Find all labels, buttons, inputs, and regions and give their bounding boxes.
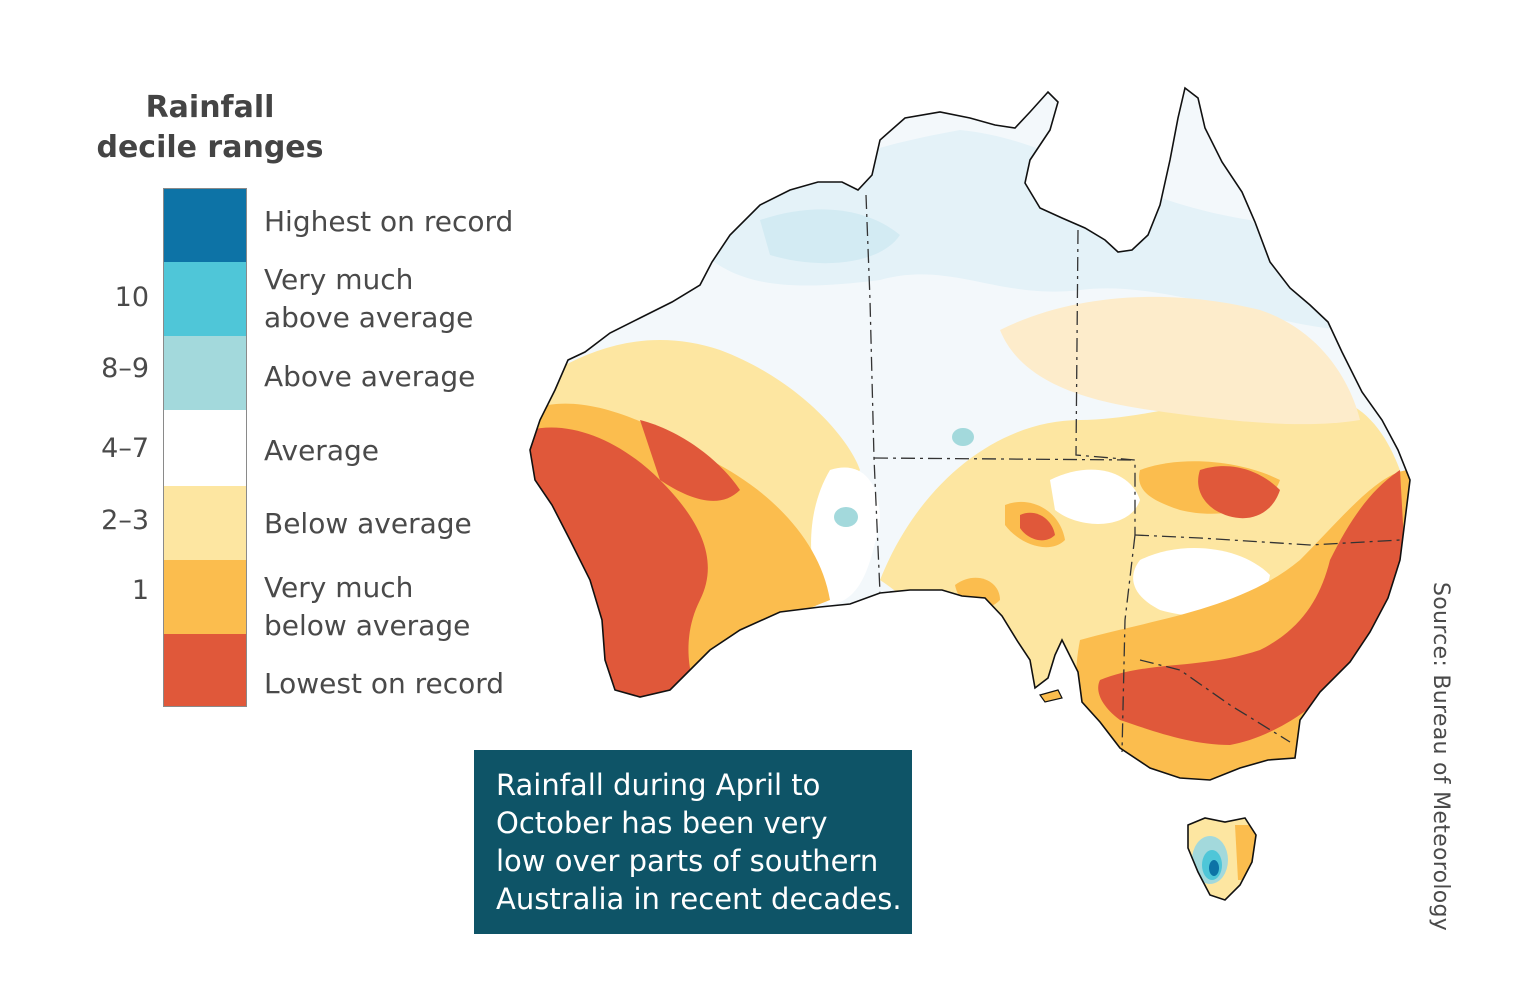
- border-vic-nsw: [1139, 659, 1291, 743]
- label-very-much-below-line-1: Very much: [264, 571, 414, 604]
- label-very-much-above-line-1: Very much: [264, 263, 414, 296]
- label-below: Below average: [264, 505, 472, 543]
- label-above-line-1: Above average: [264, 360, 476, 393]
- label-below-line-1: Below average: [264, 507, 472, 540]
- decile-tick-10: 10: [114, 282, 149, 313]
- decile-tick-2-3: 2–3: [101, 505, 149, 536]
- legend-title-line-1: Rainfall: [145, 90, 275, 125]
- label-highest-line-1: Highest on record: [264, 205, 514, 238]
- wa-average-patch: [811, 467, 880, 605]
- label-lowest-line-1: Lowest on record: [264, 667, 505, 700]
- state-borders: [865, 194, 1401, 753]
- callout-line-2: October has been very: [496, 806, 828, 840]
- se-lowest-region: [1098, 470, 1405, 745]
- decile-tick-1: 1: [131, 575, 149, 606]
- kangaroo-island: [1039, 689, 1063, 703]
- border-qld-nsw: [1134, 534, 1401, 546]
- label-very-much-above: Very much above average: [264, 261, 473, 337]
- sa-central-lowest-patch: [1020, 512, 1055, 541]
- callout-line-1: Rainfall during April to: [496, 768, 821, 802]
- label-average-line-1: Average: [264, 434, 379, 467]
- swatch-highest: [164, 189, 246, 262]
- nsw-north-lowest-patch: [1198, 466, 1280, 519]
- label-highest: Highest on record: [264, 203, 513, 241]
- color-ramp: [163, 188, 247, 707]
- queensland-below-region: [1000, 296, 1360, 425]
- swatch-very-much-above: [164, 262, 246, 336]
- source-credit: Source: Bureau of Meteorology: [1428, 582, 1453, 932]
- swatch-average: [164, 410, 246, 486]
- border-nt-sa: [873, 457, 1136, 461]
- callout-line-4: Australia in recent decades.: [496, 882, 902, 916]
- label-very-much-above-line-2: above average: [264, 301, 474, 334]
- label-lowest: Lowest on record: [264, 665, 504, 703]
- label-average: Average: [264, 432, 379, 470]
- label-very-much-below: Very much below average: [264, 569, 470, 645]
- swatch-very-much-below: [164, 560, 246, 634]
- kimberley-above-region: [760, 209, 900, 264]
- label-above: Above average: [264, 358, 475, 396]
- legend-title: Rainfall decile ranges: [60, 88, 360, 168]
- decile-tick-8-9: 8–9: [101, 353, 149, 384]
- swatch-above: [164, 336, 246, 410]
- border-wa: [865, 194, 881, 594]
- wa-above-blob: [834, 507, 858, 527]
- swatch-lowest: [164, 634, 246, 706]
- border-nt-qld: [1075, 229, 1136, 535]
- map-svg: [529, 87, 1411, 901]
- sa-average-patch: [1050, 469, 1140, 524]
- wa-north-lowest-patch: [640, 420, 740, 501]
- label-very-much-below-line-2: below average: [264, 609, 471, 642]
- callout-line-3: low over parts of southern: [496, 844, 879, 878]
- legend-title-line-2: decile ranges: [96, 130, 324, 165]
- decile-tick-4-7: 4–7: [101, 433, 149, 464]
- nt-above-blob: [952, 428, 974, 446]
- tas-highest-region: [1209, 860, 1219, 876]
- border-sa-vic-nsw: [1121, 534, 1136, 753]
- swatch-below: [164, 486, 246, 560]
- australia-rainfall-map: [520, 60, 1440, 920]
- callout-box: Rainfall during April to October has bee…: [474, 750, 912, 934]
